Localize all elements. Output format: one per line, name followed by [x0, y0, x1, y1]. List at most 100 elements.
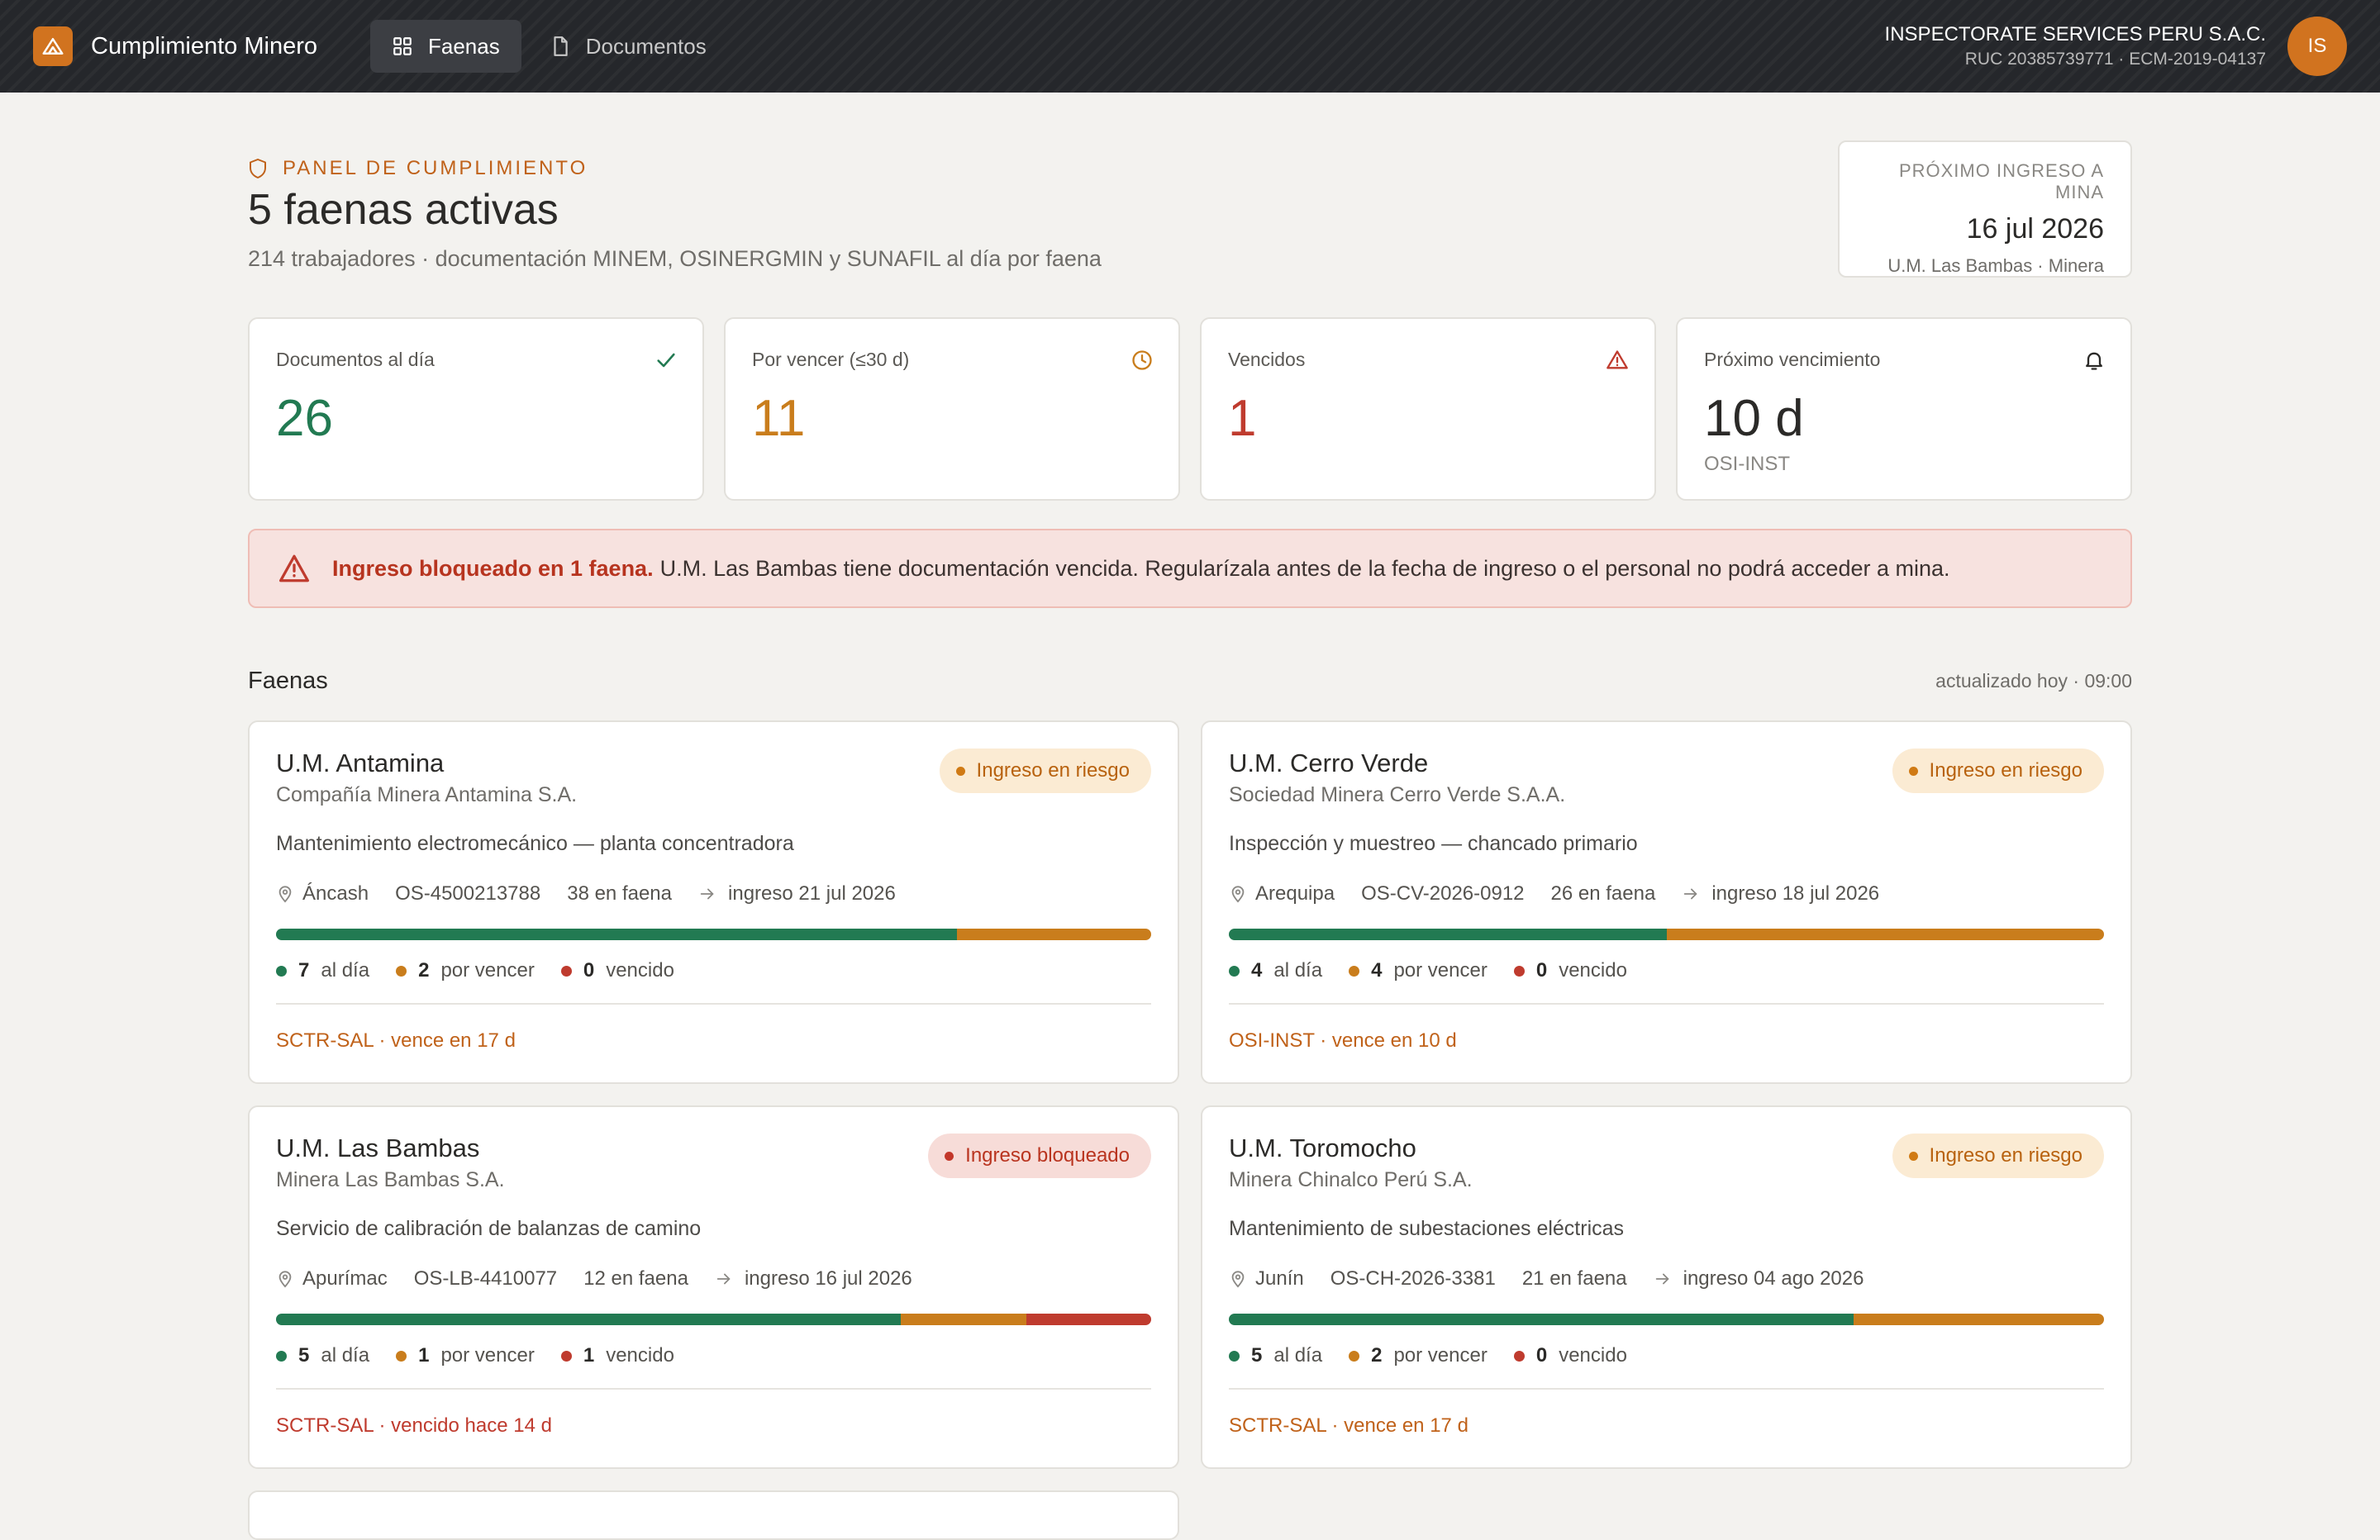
faenas-grid: U.M. Antamina Compañía Minera Antamina S… — [248, 720, 2132, 1540]
legend-dot — [276, 1350, 287, 1362]
legend-bad: 1 vencido — [560, 1344, 674, 1367]
faena-name: U.M. Toromocho — [1229, 1134, 1416, 1162]
status-dot — [1908, 766, 1918, 776]
faena-meta: Arequipa OS-CV-2026-0912 26 en faena ing… — [1229, 882, 2104, 905]
legend-label: al día — [321, 959, 370, 982]
legend-label: por vencer — [440, 1344, 535, 1367]
status-badge: Ingreso en riesgo — [1892, 749, 2104, 793]
faena-name: U.M. Antamina — [276, 749, 445, 777]
stat-card-al-dia[interactable]: Documentos al día 26 — [248, 317, 704, 501]
legend-dot — [396, 1350, 407, 1362]
stat-label: Por vencer (≤30 d) — [752, 349, 910, 370]
faena-workers: 21 en faena — [1521, 1267, 1627, 1290]
avatar[interactable]: IS — [2287, 17, 2347, 76]
next-expiry-link[interactable]: SCTR-SAL · vence en 17 d — [276, 1029, 516, 1052]
location-pin-icon — [1229, 1269, 1247, 1289]
next-expiry-link[interactable]: SCTR-SAL · vencido hace 14 d — [276, 1414, 552, 1437]
count-warn: 2 — [1371, 1344, 1383, 1367]
status-badge: Ingreso en riesgo — [939, 749, 1151, 793]
legend-dot — [560, 1350, 572, 1362]
nav-documentos[interactable]: Documentos — [528, 20, 728, 73]
bell-icon — [2086, 352, 2102, 370]
stat-card-proximo-vencimiento[interactable]: Próximo vencimiento 10 d OSI-INST — [1676, 317, 2132, 501]
legend-ok: 5 al día — [1229, 1344, 1322, 1367]
main-nav: Faenas Documentos — [370, 20, 735, 73]
legend-label: al día — [321, 1344, 370, 1367]
faena-meta: Junín OS-CH-2026-3381 21 en faena ingres… — [1229, 1267, 2104, 1290]
legend-warn: 2 por vencer — [396, 959, 535, 982]
faena-card-toromocho[interactable]: U.M. Toromocho Minera Chinalco Perú S.A.… — [1201, 1105, 2132, 1469]
legend-bad: 0 vencido — [1513, 1344, 1627, 1367]
bar-segment-ok — [276, 1314, 902, 1325]
count-bad: 0 — [1535, 959, 1548, 982]
location-pin-icon — [276, 1269, 294, 1289]
status-badge: Ingreso en riesgo — [1892, 1134, 2104, 1178]
status-badge: Ingreso bloqueado — [928, 1134, 1151, 1178]
page-title: 5 faenas activas — [248, 186, 559, 234]
faena-company: Compañía Minera Antamina S.A. — [276, 783, 578, 806]
faena-card-las-bambas[interactable]: U.M. Las Bambas Minera Las Bambas S.A. I… — [248, 1105, 1179, 1469]
faena-card-cerro-verde[interactable]: U.M. Cerro Verde Sociedad Minera Cerro V… — [1201, 720, 2132, 1084]
legend-dot — [396, 965, 407, 977]
stat-card-por-vencer[interactable]: Por vencer (≤30 d) 11 — [724, 317, 1180, 501]
check-icon — [657, 353, 675, 368]
faena-region: Áncash — [302, 882, 369, 905]
nav-faenas[interactable]: Faenas — [370, 20, 521, 73]
legend-label: vencido — [1559, 1344, 1627, 1367]
org-registration: RUC 20385739771 · ECM-2019-04137 — [1964, 50, 2266, 69]
stat-value: 26 — [276, 390, 333, 447]
legend-label: vencido — [606, 1344, 674, 1367]
legend-label: vencido — [1559, 959, 1627, 982]
bar-segment-bad — [1026, 1314, 1151, 1325]
legend-ok: 4 al día — [1229, 959, 1322, 982]
arrow-right-icon — [715, 1270, 733, 1288]
eyebrow-label: PANEL DE CUMPLIMIENTO — [283, 157, 588, 179]
next-expiry-link[interactable]: SCTR-SAL · vence en 17 d — [1229, 1414, 1468, 1437]
faena-meta: Apurímac OS-LB-4410077 12 en faena ingre… — [276, 1267, 1151, 1290]
faena-service: Servicio de calibración de balanzas de c… — [276, 1217, 702, 1240]
stat-card-vencidos[interactable]: Vencidos 1 — [1200, 317, 1656, 501]
warning-icon — [279, 554, 309, 582]
grid-icon — [393, 37, 412, 55]
compliance-bar — [1229, 929, 2104, 940]
stats-row: Documentos al día 26 Por vencer (≤30 d) … — [248, 317, 2132, 501]
count-bad: 1 — [583, 1344, 595, 1367]
faena-entry: ingreso 18 jul 2026 — [1711, 882, 1880, 905]
legend-bad: 0 vencido — [560, 959, 674, 982]
next-entry-label: PRÓXIMO INGRESO A MINA — [1898, 160, 2104, 202]
stat-label: Vencidos — [1228, 349, 1306, 370]
panel-eyebrow: PANEL DE CUMPLIMIENTO — [248, 157, 588, 180]
count-ok: 5 — [298, 1344, 310, 1367]
page-header: PANEL DE CUMPLIMIENTO 5 faenas activas 2… — [248, 93, 2132, 317]
blocked-entry-alert: Ingreso bloqueado en 1 faena. U.M. Las B… — [248, 529, 2132, 608]
stat-label: Documentos al día — [276, 349, 435, 370]
legend-dot — [560, 965, 572, 977]
legend-warn: 1 por vencer — [396, 1344, 535, 1367]
faena-card-antamina[interactable]: U.M. Antamina Compañía Minera Antamina S… — [248, 720, 1179, 1084]
legend-warn: 4 por vencer — [1349, 959, 1488, 982]
bar-segment-warn — [1854, 1314, 2104, 1325]
status-dot — [1908, 1151, 1918, 1161]
faena-card-partial[interactable] — [248, 1490, 1179, 1540]
stat-sub: OSI-INST — [1704, 453, 1791, 475]
faena-order: OS-4500213788 — [395, 882, 541, 905]
legend-label: por vencer — [1393, 1344, 1488, 1367]
count-ok: 5 — [1251, 1344, 1263, 1367]
count-ok: 7 — [298, 959, 310, 982]
bar-segment-warn — [901, 1314, 1026, 1325]
faena-service: Mantenimiento electromecánico — planta c… — [276, 832, 794, 855]
legend-label: por vencer — [440, 959, 535, 982]
compliance-legend: 7 al día 2 por vencer 0 vencido — [276, 958, 1151, 983]
legend-bad: 0 vencido — [1513, 959, 1627, 982]
faena-workers: 38 en faena — [567, 882, 673, 905]
bar-segment-ok — [1229, 929, 1667, 940]
faena-workers: 26 en faena — [1550, 882, 1656, 905]
next-expiry-link[interactable]: OSI-INST · vence en 10 d — [1229, 1029, 1457, 1052]
status-label: Ingreso bloqueado — [965, 1144, 1130, 1167]
count-bad: 0 — [1535, 1344, 1548, 1367]
legend-dot — [276, 965, 287, 977]
org-name: INSPECTORATE SERVICES PERU S.A.C. — [1884, 23, 2266, 45]
legend-dot — [1349, 965, 1360, 977]
brand[interactable]: Cumplimiento Minero — [33, 26, 317, 66]
faena-region: Arequipa — [1255, 882, 1335, 905]
